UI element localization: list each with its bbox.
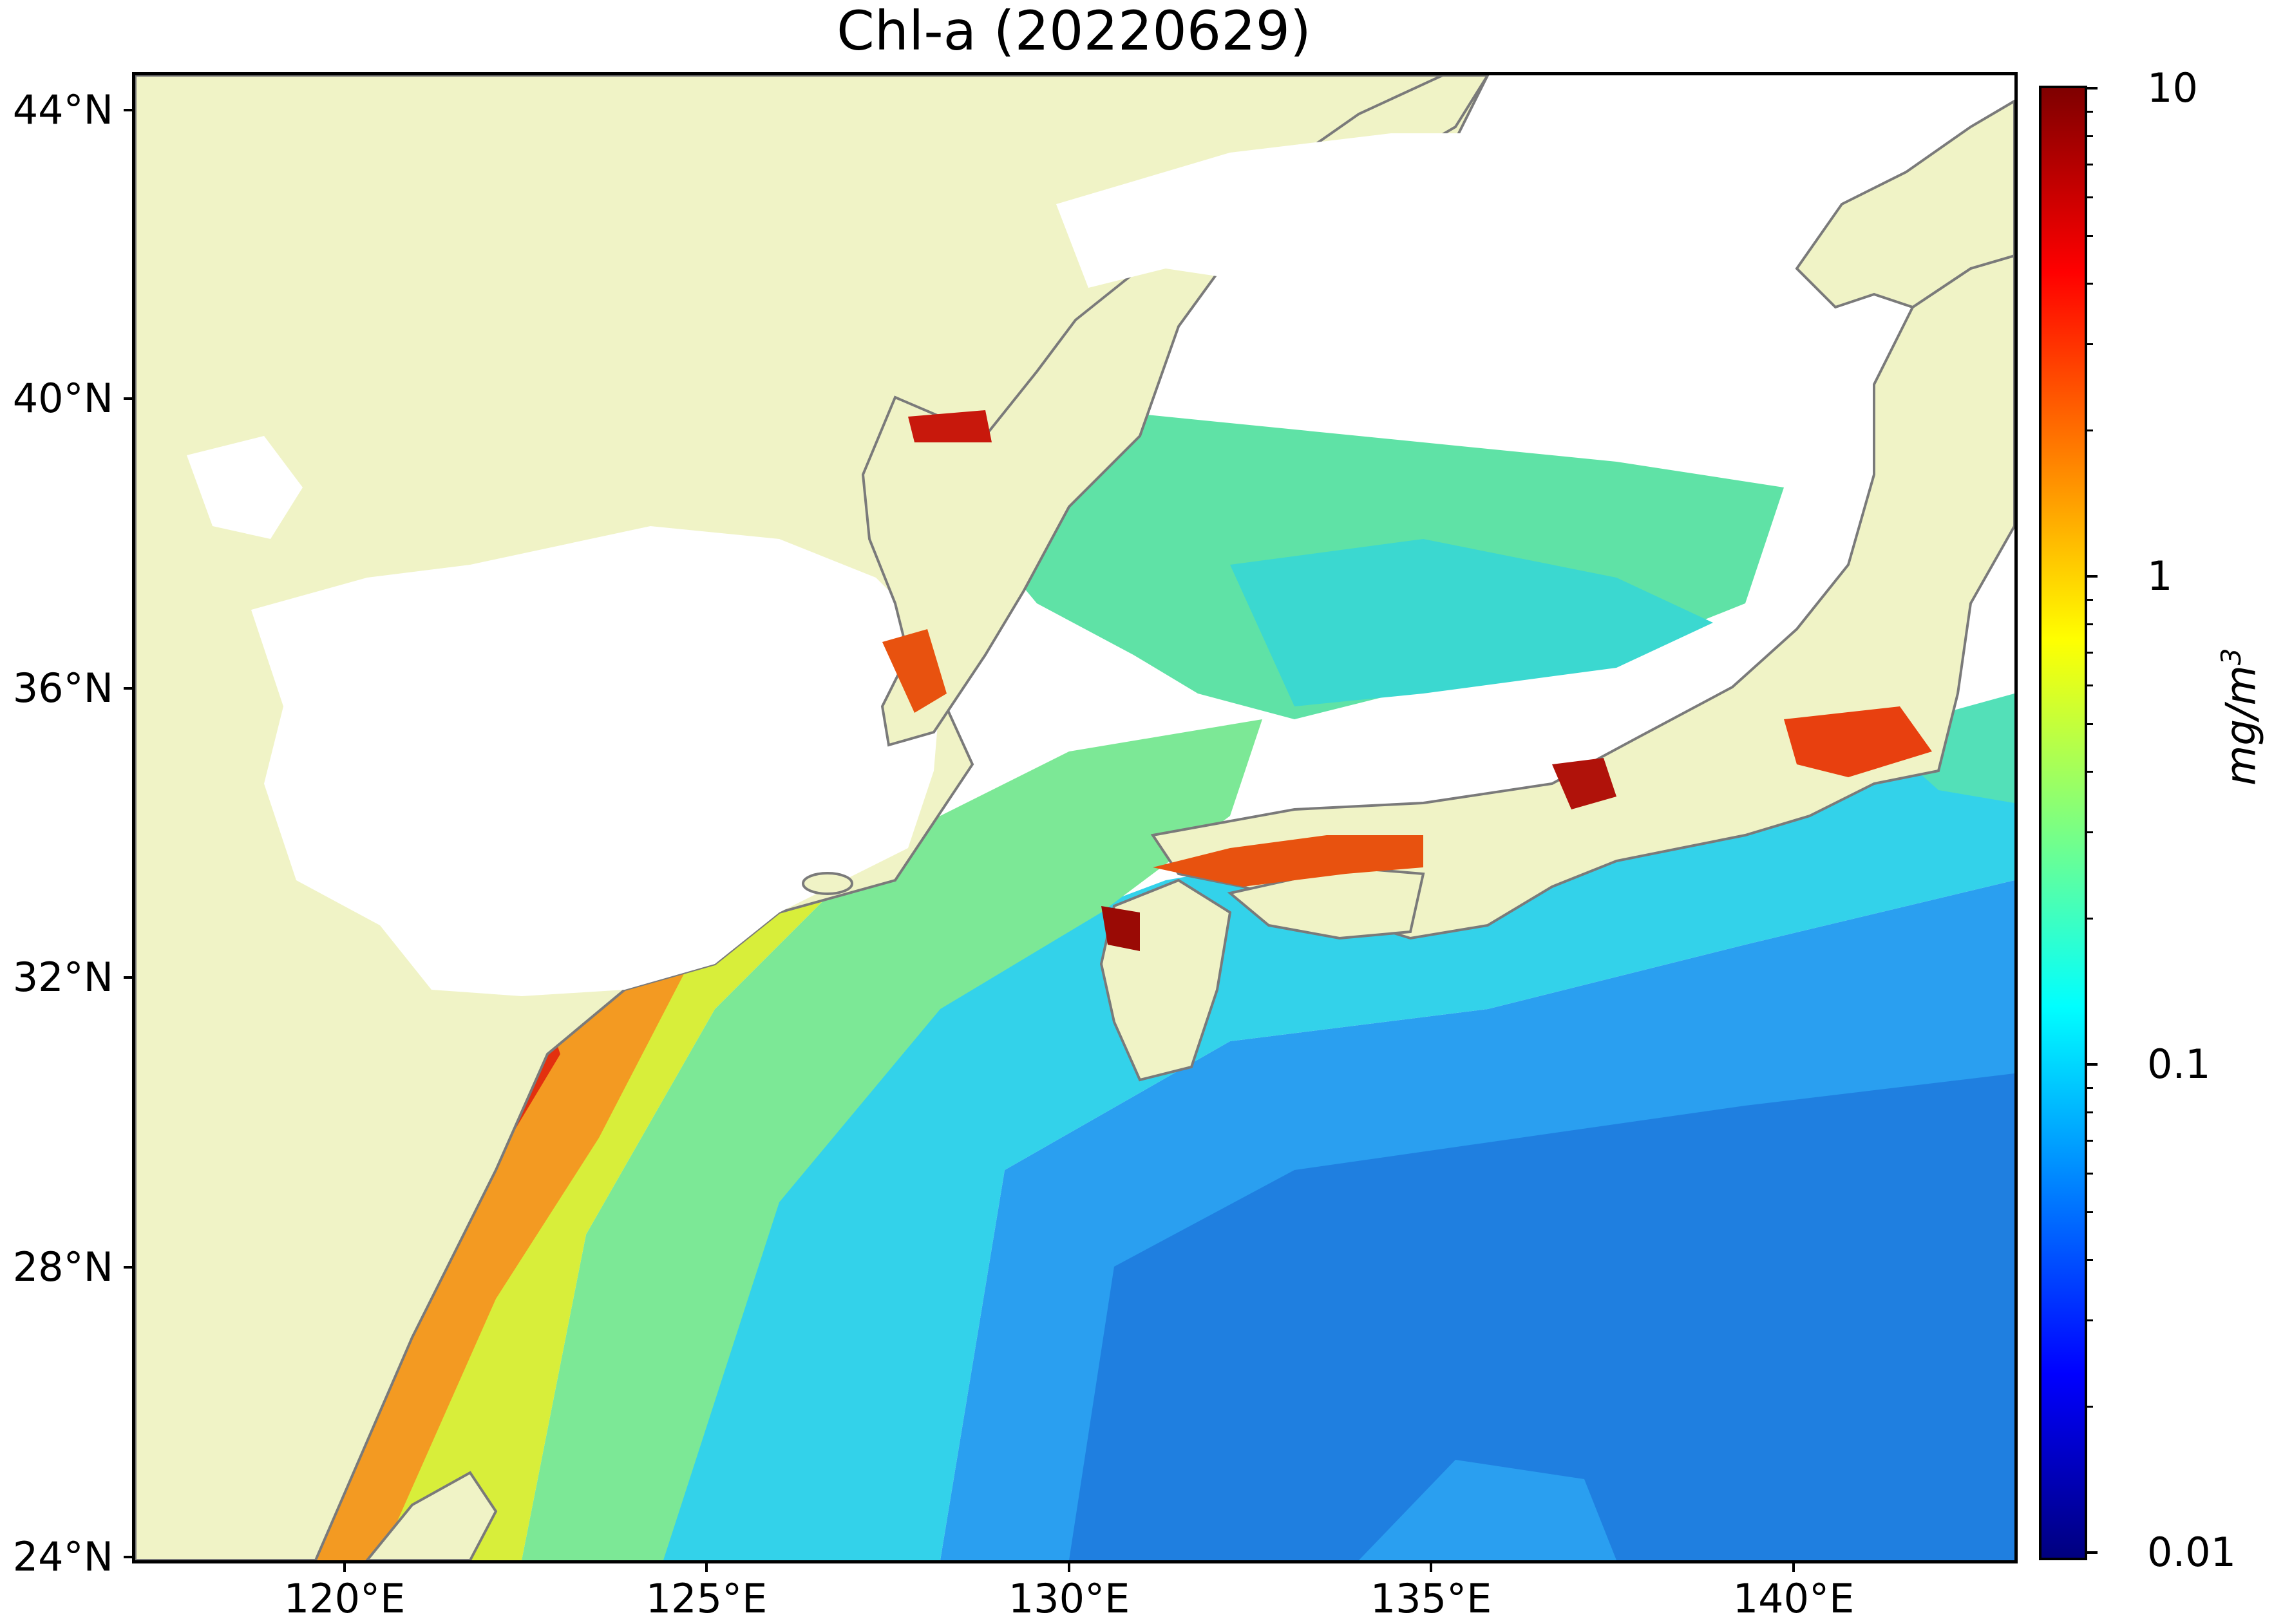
chl-setouchi <box>1153 835 1423 887</box>
lat-tick-mark <box>124 1266 132 1269</box>
colorbar-minor-tick <box>2087 1406 2093 1408</box>
colorbar-minor-tick <box>2087 135 2093 137</box>
colorbar-unit-label: mg/m3 <box>2215 648 2265 786</box>
colorbar-minor-tick <box>2087 685 2093 686</box>
colorbar <box>2039 86 2087 1560</box>
lat-tick-label: 24°N <box>12 1533 113 1580</box>
lon-tick-mark <box>1792 1563 1795 1572</box>
colorbar-major-tick <box>2087 575 2098 578</box>
colorbar-label-1: 1 <box>2147 552 2173 600</box>
island-jeju <box>802 872 853 895</box>
colorbar-minor-tick <box>2087 1087 2093 1089</box>
lon-tick-label: 140°E <box>1732 1575 1855 1622</box>
map-panel <box>132 72 2018 1563</box>
lat-tick-label: 40°N <box>12 375 113 422</box>
colorbar-minor-tick <box>2087 723 2093 725</box>
chl-tokyo <box>1784 706 1932 777</box>
chl-north-korea-coast <box>908 410 992 442</box>
colorbar-major-tick <box>2087 87 2098 90</box>
lat-tick-label: 32°N <box>12 954 113 1001</box>
colorbar-label-min: 0.01 <box>2147 1529 2237 1576</box>
colorbar-minor-tick <box>2087 1173 2093 1175</box>
colorbar-minor-tick <box>2087 831 2093 833</box>
chl-west-korea <box>882 629 947 713</box>
colorbar-minor-tick <box>2087 771 2093 773</box>
map-title: Chl-a (20220629) <box>837 0 1311 62</box>
colorbar-minor-tick <box>2087 1211 2093 1213</box>
land-japan-honshu <box>1150 254 2014 940</box>
lat-tick-mark <box>124 687 132 690</box>
lon-tick-mark <box>705 1563 708 1572</box>
ocean-pacific-blue <box>1069 1073 2014 1560</box>
colorbar-label-0-1: 0.1 <box>2147 1041 2211 1088</box>
colorbar-minor-tick <box>2087 918 2093 920</box>
chl-ise <box>1552 758 1616 809</box>
colorbar-minor-tick <box>2087 599 2093 601</box>
cloud-shandong <box>251 526 940 996</box>
colorbar-minor-tick <box>2087 652 2093 654</box>
lat-tick-mark <box>124 397 132 400</box>
ocean-green-shelf <box>522 719 1262 1560</box>
sea-of-japan-cyan <box>1230 539 1713 706</box>
colorbar-label-max: 10 <box>2147 64 2198 111</box>
ocean-cyan-band <box>586 719 2014 1560</box>
lon-tick-mark <box>343 1563 346 1572</box>
lon-tick-label: 120°E <box>283 1575 406 1622</box>
colorbar-minor-tick <box>2087 343 2093 345</box>
land-taiwan <box>365 1471 498 1560</box>
colorbar-minor-tick <box>2087 111 2093 113</box>
lat-tick-mark <box>124 109 132 111</box>
unit-text: mg/m <box>2217 665 2266 786</box>
lon-tick-label: 130°E <box>1008 1575 1130 1622</box>
colorbar-minor-tick <box>2087 1111 2093 1113</box>
lon-tick-label: 125°E <box>645 1575 768 1622</box>
lat-tick-label: 36°N <box>12 665 113 712</box>
cloud-liaodong <box>187 436 303 539</box>
colorbar-minor-tick <box>2087 623 2093 625</box>
colorbar-minor-tick <box>2087 430 2093 431</box>
lon-tick-label: 135°E <box>1370 1575 1492 1622</box>
unit-superscript: 3 <box>2215 648 2247 666</box>
cloud-north <box>1056 133 1874 346</box>
lon-tick-mark <box>1068 1563 1070 1572</box>
colorbar-minor-tick <box>2087 1140 2093 1142</box>
colorbar-major-tick <box>2087 1551 2098 1554</box>
colorbar-minor-tick <box>2087 235 2093 237</box>
colorbar-minor-tick <box>2087 283 2093 285</box>
chl-ariake <box>1101 906 1140 951</box>
lon-tick-mark <box>1430 1563 1432 1572</box>
chlorophyll-map <box>135 75 2014 1560</box>
lat-tick-label: 44°N <box>12 86 113 133</box>
colorbar-minor-tick <box>2087 1319 2093 1321</box>
lat-tick-label: 28°N <box>12 1243 113 1290</box>
colorbar-minor-tick <box>2087 1259 2093 1261</box>
lat-tick-mark <box>124 1556 132 1558</box>
colorbar-major-tick <box>2087 1063 2098 1066</box>
colorbar-minor-tick <box>2087 164 2093 165</box>
lat-tick-mark <box>124 976 132 979</box>
land-hokkaido <box>1795 99 2014 309</box>
colorbar-minor-tick <box>2087 196 2093 198</box>
